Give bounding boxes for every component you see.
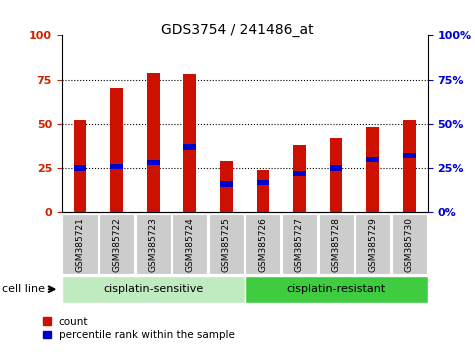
Text: GSM385728: GSM385728: [332, 217, 341, 272]
Text: GSM385730: GSM385730: [405, 217, 414, 272]
Bar: [245, 276, 428, 303]
Bar: [147, 73, 160, 212]
Bar: [63, 214, 97, 274]
Bar: [366, 127, 379, 212]
Bar: [110, 164, 123, 169]
Bar: [355, 214, 390, 274]
Bar: [282, 214, 317, 274]
Text: GSM385724: GSM385724: [185, 217, 194, 272]
Text: GSM385726: GSM385726: [258, 217, 267, 272]
Text: GSM385722: GSM385722: [112, 217, 121, 272]
Bar: [220, 161, 233, 212]
Bar: [293, 145, 306, 212]
Bar: [256, 170, 269, 212]
Bar: [183, 74, 196, 212]
Bar: [319, 214, 353, 274]
Bar: [330, 166, 342, 171]
Bar: [74, 166, 86, 171]
Text: GSM385721: GSM385721: [76, 217, 85, 272]
Bar: [392, 214, 427, 274]
Bar: [256, 180, 269, 185]
Bar: [403, 153, 416, 159]
Bar: [403, 120, 416, 212]
Bar: [209, 214, 244, 274]
Bar: [99, 214, 134, 274]
Text: GDS3754 / 241486_at: GDS3754 / 241486_at: [161, 23, 314, 37]
Bar: [136, 214, 171, 274]
Text: GSM385723: GSM385723: [149, 217, 158, 272]
Legend: count, percentile rank within the sample: count, percentile rank within the sample: [43, 317, 235, 340]
Text: GSM385727: GSM385727: [295, 217, 304, 272]
Bar: [62, 276, 245, 303]
Bar: [330, 138, 342, 212]
Bar: [183, 144, 196, 149]
Bar: [74, 120, 86, 212]
Text: cisplatin-resistant: cisplatin-resistant: [286, 284, 386, 295]
Bar: [110, 88, 123, 212]
Text: cisplatin-sensitive: cisplatin-sensitive: [103, 284, 203, 295]
Text: GSM385729: GSM385729: [368, 217, 377, 272]
Bar: [220, 181, 233, 187]
Bar: [172, 214, 207, 274]
Bar: [246, 214, 280, 274]
Bar: [147, 160, 160, 166]
Text: cell line: cell line: [2, 284, 46, 294]
Bar: [293, 171, 306, 176]
Bar: [366, 156, 379, 162]
Text: GSM385725: GSM385725: [222, 217, 231, 272]
